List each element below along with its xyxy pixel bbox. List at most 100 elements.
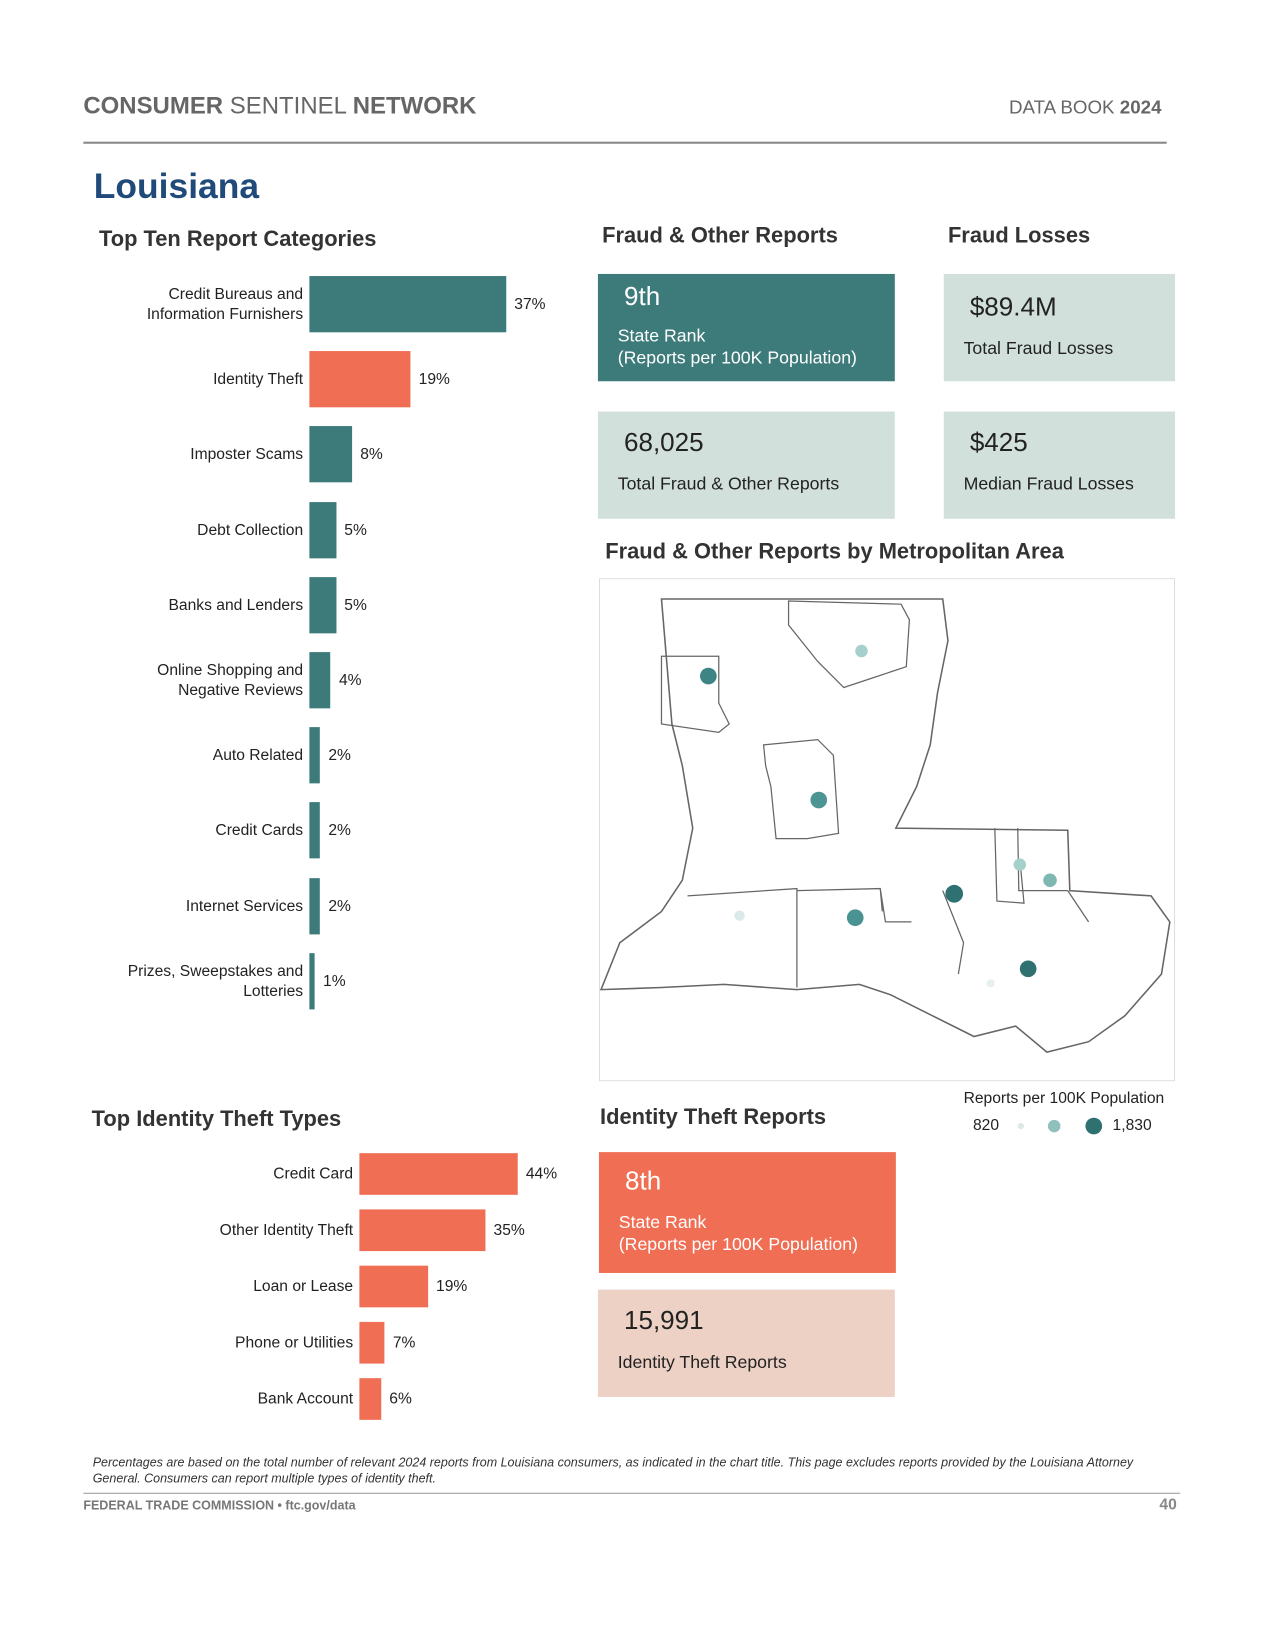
book-year: 2024 bbox=[1119, 96, 1162, 118]
bar bbox=[309, 877, 320, 934]
legend-title: Reports per 100K Population bbox=[963, 1089, 1165, 1108]
rank-box: 8th State Rank (Reports per 100K Populati… bbox=[598, 1152, 896, 1273]
category-label: Online Shopping and Negative Reviews bbox=[157, 661, 304, 699]
metro-dot bbox=[734, 910, 745, 921]
stat-label: Total Fraud Losses bbox=[963, 338, 1114, 359]
section-title: Top Identity Theft Types bbox=[91, 1107, 342, 1132]
footer-agency: FEDERAL TRADE COMMISSION • ftc.gov/data bbox=[83, 1497, 356, 1513]
metro-dot bbox=[945, 884, 964, 903]
state-title: Louisiana bbox=[93, 166, 260, 207]
stat-box: $89.4M Total Fraud Losses bbox=[943, 273, 1176, 382]
rank: 8th bbox=[625, 1166, 662, 1196]
label: State Rank bbox=[617, 326, 706, 346]
bar bbox=[309, 276, 506, 333]
value-label: 8% bbox=[360, 445, 383, 464]
category-label: Banks and Lenders bbox=[168, 596, 304, 614]
category-label: Bank Account bbox=[257, 1390, 354, 1408]
page-number: 40 bbox=[1159, 1495, 1177, 1514]
brand: CONSUMER SENTINEL NETWORK bbox=[83, 92, 476, 120]
value-label: 5% bbox=[344, 596, 367, 614]
stat-label: Median Fraud Losses bbox=[963, 473, 1134, 494]
value-label: 4% bbox=[338, 671, 362, 690]
label: State Rank bbox=[618, 1212, 707, 1233]
bar bbox=[309, 351, 411, 408]
rank-label: State Rank (Reports per 100K Population) bbox=[618, 325, 895, 369]
stat-box: 15,991 Identity Theft Reports bbox=[597, 1289, 895, 1397]
value-label: 1% bbox=[323, 972, 346, 990]
stat-box: 68,025 Total Fraud & Other Reports bbox=[597, 411, 895, 519]
metro-boundaries bbox=[660, 600, 1090, 988]
bar bbox=[359, 1321, 385, 1364]
rank-label: State Rank (Reports per 100K Population) bbox=[619, 1211, 896, 1255]
category-label: Imposter Scams bbox=[190, 445, 304, 464]
category-label: Debt Collection bbox=[197, 520, 304, 539]
value-label: 2% bbox=[328, 821, 351, 840]
bar bbox=[309, 952, 315, 1010]
brand-word: SENTINEL bbox=[229, 91, 347, 119]
value-label: 44% bbox=[525, 1165, 558, 1183]
stat-label: Identity Theft Reports bbox=[617, 1352, 787, 1372]
section-title: Top Ten Report Categories bbox=[98, 227, 377, 252]
legend-dot bbox=[1085, 1117, 1103, 1135]
note: (Reports per 100K Population) bbox=[618, 1234, 858, 1255]
value-label: 6% bbox=[389, 1390, 412, 1408]
value-label: 19% bbox=[418, 370, 450, 389]
metro-dot bbox=[1043, 873, 1057, 888]
bar bbox=[359, 1153, 518, 1195]
legend-min: 820 bbox=[972, 1116, 1000, 1135]
category-label: Prizes, Sweepstakes and Lotteries bbox=[127, 962, 304, 1000]
value-label: 37% bbox=[514, 295, 546, 314]
rank: 9th bbox=[623, 282, 661, 312]
category-label: Credit Card bbox=[273, 1165, 354, 1183]
bar bbox=[309, 727, 320, 784]
value-label: 2% bbox=[328, 746, 351, 765]
category-label: Credit Cards bbox=[215, 821, 304, 840]
value-label: 7% bbox=[392, 1333, 416, 1352]
metro-dot bbox=[846, 909, 864, 927]
value-label: 35% bbox=[493, 1221, 525, 1240]
book-label: DATA BOOK bbox=[1008, 96, 1115, 118]
stat-box: $425 Median Fraud Losses bbox=[943, 411, 1176, 519]
bar bbox=[309, 576, 336, 634]
category-label: Loan or Lease bbox=[253, 1277, 354, 1296]
legend-dot bbox=[1017, 1122, 1024, 1130]
data-book: DATA BOOK 2024 bbox=[1009, 97, 1162, 119]
category-label: Phone or Utilities bbox=[235, 1333, 354, 1352]
stat-value: $425 bbox=[969, 428, 1028, 458]
section-title: Identity Theft Reports bbox=[600, 1105, 827, 1130]
note: (Reports per 100K Population) bbox=[617, 347, 857, 368]
category-label: Auto Related bbox=[212, 746, 304, 765]
legend-max: 1,830 bbox=[1112, 1116, 1152, 1135]
stat-value: $89.4M bbox=[969, 292, 1057, 322]
metro-dot bbox=[1019, 960, 1037, 978]
section-title: Fraud & Other Reports bbox=[602, 223, 838, 248]
stat-value: 15,991 bbox=[623, 1306, 704, 1336]
rank-box: 9th State Rank (Reports per 100K Populati… bbox=[597, 273, 895, 382]
value-label: 2% bbox=[328, 897, 351, 915]
legend-scale bbox=[1017, 1117, 1103, 1135]
metro-dot bbox=[810, 791, 828, 809]
bar bbox=[309, 501, 336, 558]
header-rule bbox=[83, 141, 1167, 144]
category-label: Other Identity Theft bbox=[219, 1221, 354, 1240]
stat-value: 68,025 bbox=[623, 428, 704, 458]
section-title: Fraud & Other Reports by Metropolitan Ar… bbox=[605, 539, 1064, 564]
value-label: 5% bbox=[344, 520, 367, 539]
bar bbox=[359, 1265, 428, 1308]
category-label: Credit Bureaus and Information Furnisher… bbox=[146, 285, 304, 323]
footnote: Percentages are based on the total numbe… bbox=[92, 1455, 1134, 1486]
state-outline bbox=[599, 598, 1171, 1053]
legend-dot bbox=[1047, 1119, 1061, 1133]
metro-dot bbox=[700, 667, 717, 685]
bar bbox=[309, 802, 320, 859]
value-label: 19% bbox=[436, 1277, 468, 1296]
bar bbox=[359, 1378, 381, 1420]
section-title: Fraud Losses bbox=[947, 223, 1091, 248]
bar bbox=[359, 1209, 486, 1252]
metro-dot bbox=[1013, 858, 1027, 871]
brand-word: CONSUMER bbox=[83, 91, 224, 119]
bar bbox=[309, 652, 331, 709]
metro-dot bbox=[986, 979, 995, 988]
category-label: Internet Services bbox=[185, 897, 304, 915]
